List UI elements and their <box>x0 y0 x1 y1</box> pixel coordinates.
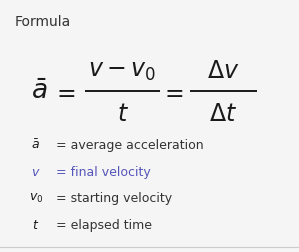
Text: $=$: $=$ <box>52 80 76 104</box>
Text: Formula: Formula <box>15 15 71 29</box>
Text: = elapsed time: = elapsed time <box>52 218 152 231</box>
Text: $\bar{a}$: $\bar{a}$ <box>31 138 40 152</box>
Text: $v$: $v$ <box>31 165 41 178</box>
Text: $\Delta t$: $\Delta t$ <box>209 102 237 125</box>
Text: = final velocity: = final velocity <box>52 165 151 178</box>
Text: $\Delta v$: $\Delta v$ <box>207 59 239 82</box>
Text: $=$: $=$ <box>160 80 184 104</box>
Text: $t$: $t$ <box>32 218 39 231</box>
Text: $t$: $t$ <box>117 102 129 125</box>
Text: = starting velocity: = starting velocity <box>52 191 173 204</box>
Text: $v_0$: $v_0$ <box>29 191 43 204</box>
Text: = average acceleration: = average acceleration <box>52 138 204 151</box>
Text: $\bar{a}$: $\bar{a}$ <box>31 79 47 105</box>
Text: $v - v_0$: $v - v_0$ <box>89 59 157 82</box>
